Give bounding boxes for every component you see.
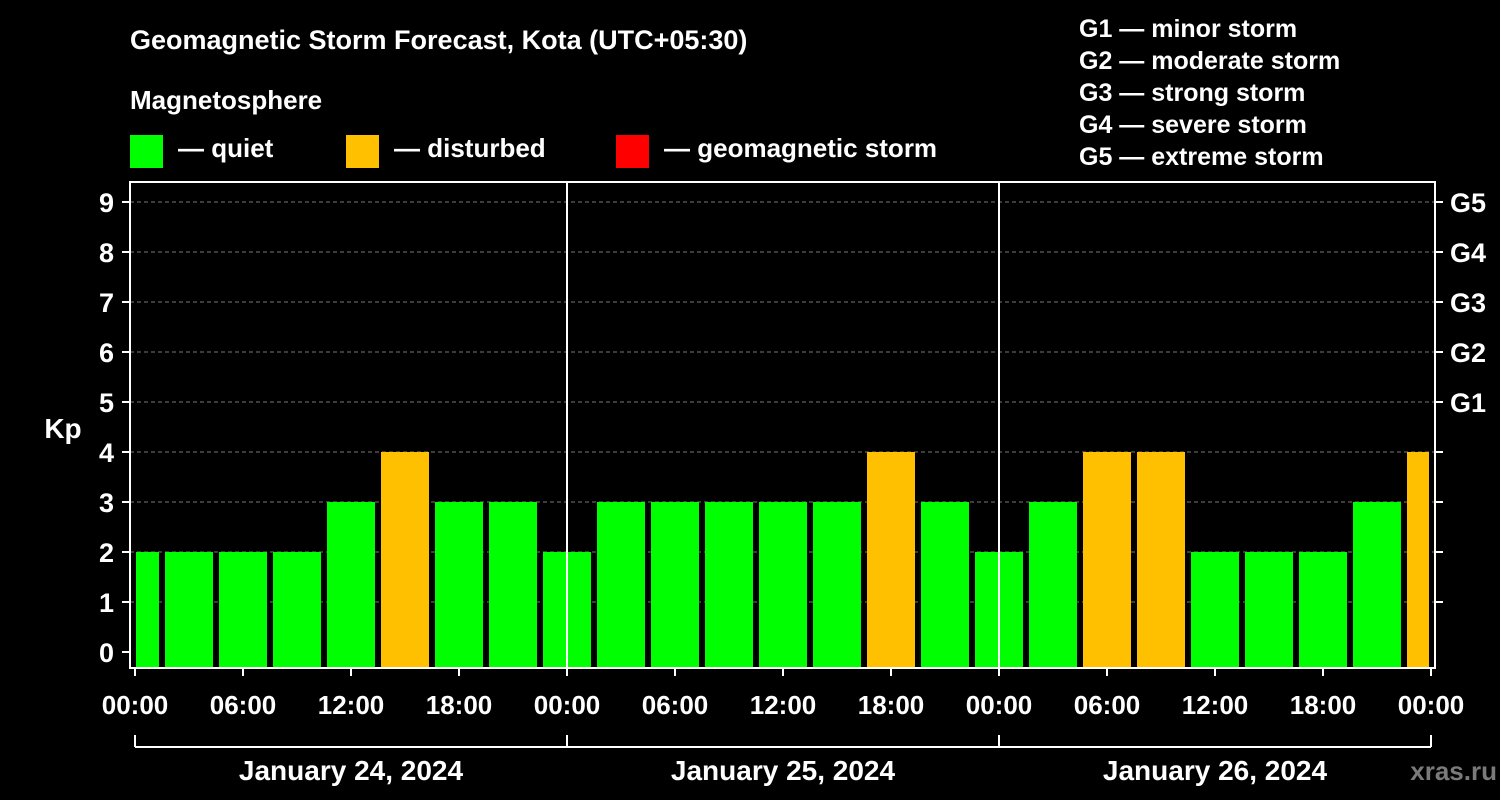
x-tick-label: 00:00 xyxy=(966,690,1033,720)
y-tick-label: 3 xyxy=(99,488,114,518)
kp-bar xyxy=(1083,452,1131,668)
kp-bar xyxy=(273,552,321,668)
legend-title: Magnetosphere xyxy=(130,85,322,115)
x-tick-label: 12:00 xyxy=(1182,690,1249,720)
kp-bar xyxy=(921,502,969,668)
kp-bar xyxy=(867,452,915,668)
kp-bar xyxy=(1353,502,1401,668)
y-tick-label: 6 xyxy=(99,338,114,368)
x-tick-label: 12:00 xyxy=(318,690,385,720)
storm-scale-g4: G4 — severe storm xyxy=(1079,111,1307,139)
kp-bar xyxy=(1137,452,1185,668)
storm-scale-g3: G3 — strong storm xyxy=(1079,79,1305,107)
storm-level-label: G5 xyxy=(1450,188,1486,218)
legend-label-disturbed: — disturbed xyxy=(394,133,546,163)
kp-bar xyxy=(1029,502,1077,668)
y-tick-label: 2 xyxy=(99,538,114,568)
y-tick-label: 5 xyxy=(99,388,114,418)
kp-bar xyxy=(1299,552,1347,668)
storm-scale-g5: G5 — extreme storm xyxy=(1079,143,1324,171)
kp-bar xyxy=(435,502,483,668)
x-tick-label: 06:00 xyxy=(1074,690,1141,720)
storm-scale-g1: G1 — minor storm xyxy=(1079,15,1297,43)
watermark: xras.ru xyxy=(1410,756,1497,786)
storm-level-label: G4 xyxy=(1450,238,1486,268)
x-tick-label: 12:00 xyxy=(750,690,817,720)
y-tick-label: 0 xyxy=(99,638,114,668)
x-tick-label: 00:00 xyxy=(1398,690,1465,720)
kp-bar xyxy=(1245,552,1293,668)
chart-title: Geomagnetic Storm Forecast, Kota (UTC+05… xyxy=(130,25,747,55)
kp-bar xyxy=(759,502,807,668)
storm-scale-g2: G2 — moderate storm xyxy=(1079,47,1340,75)
y-tick-label: 7 xyxy=(99,288,114,318)
kp-bar xyxy=(165,552,213,668)
x-tick-label: 06:00 xyxy=(210,690,277,720)
y-tick-label: 9 xyxy=(99,188,114,218)
day-label: January 26, 2024 xyxy=(1103,755,1328,786)
x-tick-label: 18:00 xyxy=(858,690,925,720)
kp-bar xyxy=(597,502,645,668)
y-axis-label: Kp xyxy=(44,413,81,444)
kp-bar xyxy=(1407,452,1429,668)
bars xyxy=(136,452,1429,668)
y-tick-label: 1 xyxy=(99,588,114,618)
kp-bar xyxy=(381,452,429,668)
x-tick-label: 18:00 xyxy=(426,690,493,720)
storm-scale-list: G1 — minor storm G2 — moderate storm G3 … xyxy=(1079,15,1340,171)
kp-bar xyxy=(136,552,159,668)
x-tick-label: 18:00 xyxy=(1290,690,1357,720)
legend-label-quiet: — quiet xyxy=(178,133,274,163)
kp-bar xyxy=(219,552,267,668)
legend-label-storm: — geomagnetic storm xyxy=(664,133,937,163)
storm-level-label: G2 xyxy=(1450,338,1486,368)
y-tick-label: 8 xyxy=(99,238,114,268)
storm-level-label: G1 xyxy=(1450,388,1486,418)
kp-bar xyxy=(1191,552,1239,668)
x-tick-label: 00:00 xyxy=(534,690,601,720)
storm-level-label: G3 xyxy=(1450,288,1486,318)
legend-swatch-storm xyxy=(616,135,649,168)
y-tick-label: 4 xyxy=(99,438,114,468)
x-tick-label: 00:00 xyxy=(102,690,169,720)
kp-bar xyxy=(489,502,537,668)
axes: 0 1 2 3 4 5 6 7 8 9 G1 G2 G3 G4 G5 00:00 06:00 12:00 18:00… xyxy=(99,181,1486,786)
kp-bar xyxy=(705,502,753,668)
legend: — quiet — disturbed — geomagnetic storm xyxy=(130,133,937,168)
kp-bar xyxy=(327,502,375,668)
legend-swatch-disturbed xyxy=(346,135,379,168)
kp-bar xyxy=(813,502,861,668)
x-tick-label: 06:00 xyxy=(642,690,709,720)
kp-bar xyxy=(651,502,699,668)
day-label: January 24, 2024 xyxy=(239,755,464,786)
legend-swatch-quiet xyxy=(130,135,163,168)
day-label: January 25, 2024 xyxy=(671,755,896,786)
